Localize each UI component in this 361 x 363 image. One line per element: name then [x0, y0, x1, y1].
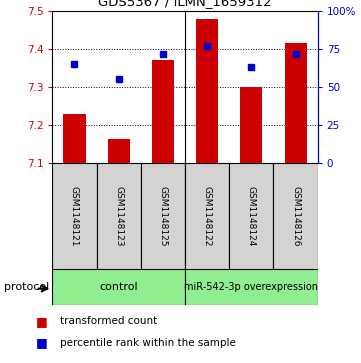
- Text: GSM1148121: GSM1148121: [70, 186, 79, 246]
- Bar: [274, 163, 318, 269]
- Text: GSM1148125: GSM1148125: [158, 186, 168, 246]
- Bar: [52, 269, 185, 305]
- Text: GSM1148124: GSM1148124: [247, 186, 256, 246]
- Text: protocol: protocol: [4, 282, 49, 292]
- Bar: [108, 139, 130, 163]
- Text: transformed count: transformed count: [60, 316, 157, 326]
- Text: GSM1148126: GSM1148126: [291, 186, 300, 246]
- Bar: [240, 87, 262, 163]
- Text: control: control: [99, 282, 138, 292]
- Text: percentile rank within the sample: percentile rank within the sample: [60, 338, 235, 348]
- Bar: [284, 43, 306, 163]
- Bar: [152, 60, 174, 163]
- Text: miR-542-3p overexpression: miR-542-3p overexpression: [184, 282, 318, 292]
- Bar: [64, 114, 86, 163]
- Bar: [141, 163, 185, 269]
- Bar: [185, 163, 229, 269]
- Title: GDS5367 / ILMN_1659312: GDS5367 / ILMN_1659312: [98, 0, 272, 8]
- Bar: [196, 19, 218, 163]
- Text: GSM1148122: GSM1148122: [203, 186, 212, 246]
- Text: ■: ■: [36, 337, 48, 350]
- Text: GSM1148123: GSM1148123: [114, 186, 123, 246]
- Bar: [97, 163, 141, 269]
- Bar: [52, 163, 97, 269]
- Bar: [185, 269, 318, 305]
- Bar: [229, 163, 274, 269]
- Text: ■: ■: [36, 315, 48, 328]
